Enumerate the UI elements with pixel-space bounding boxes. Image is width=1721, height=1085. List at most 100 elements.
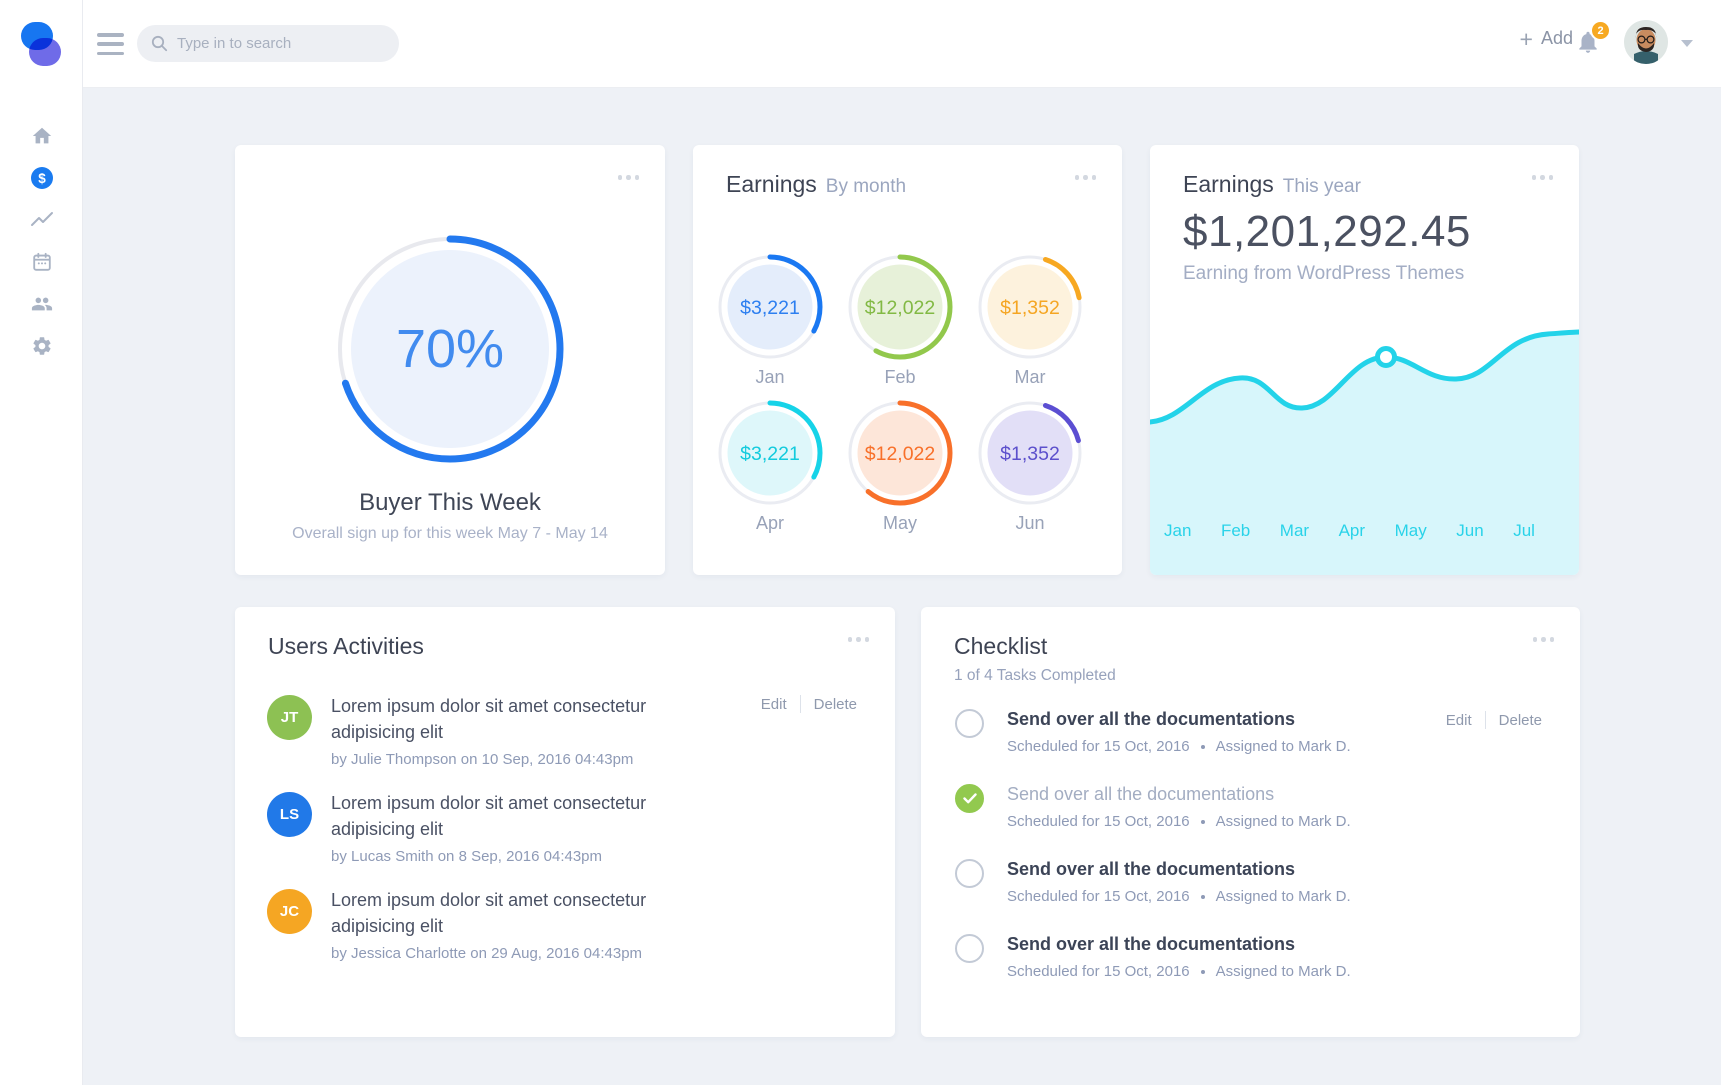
sidebar-item-stats[interactable] xyxy=(0,209,83,231)
avatar-image xyxy=(1624,20,1668,64)
card-menu-button[interactable] xyxy=(1528,171,1558,184)
buyer-card-subtitle: Overall sign up for this week May 7 - Ma… xyxy=(292,525,608,542)
activity-meta: by Jessica Charlotte on 29 Aug, 2016 04:… xyxy=(331,945,643,963)
checklist-item: Send over all the documentations Schedul… xyxy=(955,709,1542,775)
search-icon xyxy=(151,35,168,52)
month-value: $1,352 xyxy=(1000,443,1060,465)
month-value: $12,022 xyxy=(865,443,936,465)
task-scheduled: Scheduled for 15 Oct, 2016 xyxy=(1007,813,1190,830)
calendar-icon xyxy=(32,252,51,271)
avatar: LS xyxy=(267,792,312,837)
bullet-separator xyxy=(1200,894,1205,899)
card-subtitle: By month xyxy=(825,176,907,197)
edit-link[interactable]: Edit xyxy=(1445,711,1472,729)
month-ring-feb: $12,022 Feb xyxy=(847,254,953,388)
activity-item: JC Lorem ipsum dolor sit amet consectetu… xyxy=(267,887,857,979)
check-icon xyxy=(962,793,977,804)
buyer-card-title: Buyer This Week xyxy=(359,489,541,516)
add-button[interactable]: + Add xyxy=(1520,27,1573,50)
earnings-this-year-card: Earnings This year $1,201,292.45 Earning… xyxy=(1150,145,1579,575)
task-scheduled: Scheduled for 15 Oct, 2016 xyxy=(1007,888,1190,905)
sidebar-item-earnings[interactable]: $ xyxy=(0,167,83,189)
trend-line-icon xyxy=(30,212,53,226)
task-assigned: Assigned to Mark D. xyxy=(1215,888,1351,905)
earnings-area-chart: Jan Feb Mar Apr May Jun Jul xyxy=(1150,325,1579,575)
buyer-progress-donut: 70% xyxy=(330,229,570,469)
delete-link[interactable]: Delete xyxy=(1498,711,1542,729)
task-checkbox[interactable] xyxy=(955,934,984,963)
tasks-completed-status: 1 of 4 Tasks Completed xyxy=(954,667,1116,684)
task-title: Send over all the documentations xyxy=(1007,784,1275,804)
sidebar-item-settings[interactable] xyxy=(0,335,83,357)
dollar-circle-icon: $ xyxy=(30,167,53,189)
task-checkbox-checked[interactable] xyxy=(955,784,984,813)
sidebar: $ xyxy=(0,0,83,1085)
card-menu-button[interactable] xyxy=(1071,171,1101,184)
checklist-item-completed: Send over all the documentations Schedul… xyxy=(955,784,1542,850)
search-bar xyxy=(137,25,399,62)
activity-meta: by Julie Thompson on 10 Sep, 2016 04:43p… xyxy=(331,751,634,769)
task-checkbox[interactable] xyxy=(955,859,984,888)
earnings-caption: Earning from WordPress Themes xyxy=(1183,263,1465,284)
card-title: Users Activities xyxy=(268,633,424,659)
task-title: Send over all the documentations xyxy=(1007,934,1296,954)
users-icon xyxy=(31,297,52,311)
home-icon xyxy=(32,127,51,144)
activity-text: Lorem ipsum dolor sit amet consectetur a… xyxy=(331,696,647,743)
task-title: Send over all the documentations xyxy=(1007,859,1296,879)
checklist-card: Checklist 1 of 4 Tasks Completed Send ov… xyxy=(921,607,1580,1037)
sidebar-item-home[interactable] xyxy=(0,125,83,147)
chart-x-axis: Jan Feb Mar Apr May Jun Jul xyxy=(1164,521,1535,541)
activity-text: Lorem ipsum dolor sit amet consectetur a… xyxy=(331,890,647,937)
card-title: Earnings xyxy=(726,171,817,197)
avatar: JC xyxy=(267,889,312,934)
task-assigned: Assigned to Mark D. xyxy=(1215,813,1351,830)
card-menu-button[interactable] xyxy=(1529,633,1559,646)
delete-link[interactable]: Delete xyxy=(813,695,857,713)
month-label: Feb xyxy=(884,367,916,387)
month-value: $3,221 xyxy=(740,297,800,319)
add-label: Add xyxy=(1540,28,1573,48)
user-avatar[interactable] xyxy=(1624,20,1668,64)
sidebar-item-users[interactable] xyxy=(0,293,83,315)
month-ring-apr: $3,221 Apr xyxy=(717,400,823,534)
bullet-separator xyxy=(1200,819,1205,824)
earnings-by-month-card: Earnings By month $3,221 Jan $12,022 Feb xyxy=(693,145,1122,575)
menu-toggle-button[interactable] xyxy=(97,33,124,55)
total-earnings-value: $1,201,292.45 xyxy=(1183,207,1471,256)
activity-meta: by Lucas Smith on 8 Sep, 2016 04:43pm xyxy=(331,848,603,866)
topbar: + Add 2 xyxy=(83,0,1721,88)
avatar: JT xyxy=(267,695,312,740)
buyer-percent-value: 70% xyxy=(395,319,505,379)
axis-label: Apr xyxy=(1338,521,1366,540)
axis-label: Jul xyxy=(1513,521,1535,540)
task-assigned: Assigned to Mark D. xyxy=(1215,738,1351,755)
card-menu-button[interactable] xyxy=(614,171,644,184)
task-scheduled: Scheduled for 15 Oct, 2016 xyxy=(1007,963,1190,980)
app-logo[interactable] xyxy=(19,20,65,68)
edit-link[interactable]: Edit xyxy=(760,695,787,713)
axis-label: Jun xyxy=(1456,521,1484,540)
sidebar-item-calendar[interactable] xyxy=(0,251,83,273)
month-ring-jun: $1,352 Jun xyxy=(977,400,1083,534)
card-menu-button[interactable] xyxy=(844,633,874,646)
card-title: Earnings xyxy=(1183,171,1274,197)
task-checkbox[interactable] xyxy=(955,709,984,738)
month-label: Jan xyxy=(755,367,785,387)
month-value: $3,221 xyxy=(740,443,800,465)
checklist-item: Send over all the documentations Schedul… xyxy=(955,934,1542,1000)
month-value: $12,022 xyxy=(865,297,936,319)
month-ring-jan: $3,221 Jan xyxy=(717,254,823,388)
month-ring-may: $12,022 May xyxy=(847,400,953,534)
axis-label: May xyxy=(1394,521,1427,540)
chevron-down-icon[interactable] xyxy=(1681,40,1693,47)
month-ring-mar: $1,352 Mar xyxy=(977,254,1083,388)
search-input[interactable] xyxy=(177,35,385,52)
month-label: May xyxy=(882,513,917,533)
chart-highlight-point xyxy=(1375,346,1397,368)
notifications-button[interactable]: 2 xyxy=(1575,20,1611,62)
users-activities-card: Users Activities JT Lorem ipsum dolor si… xyxy=(235,607,895,1037)
card-title: Checklist xyxy=(954,633,1048,659)
activity-item: JT Lorem ipsum dolor sit amet consectetu… xyxy=(267,693,857,785)
